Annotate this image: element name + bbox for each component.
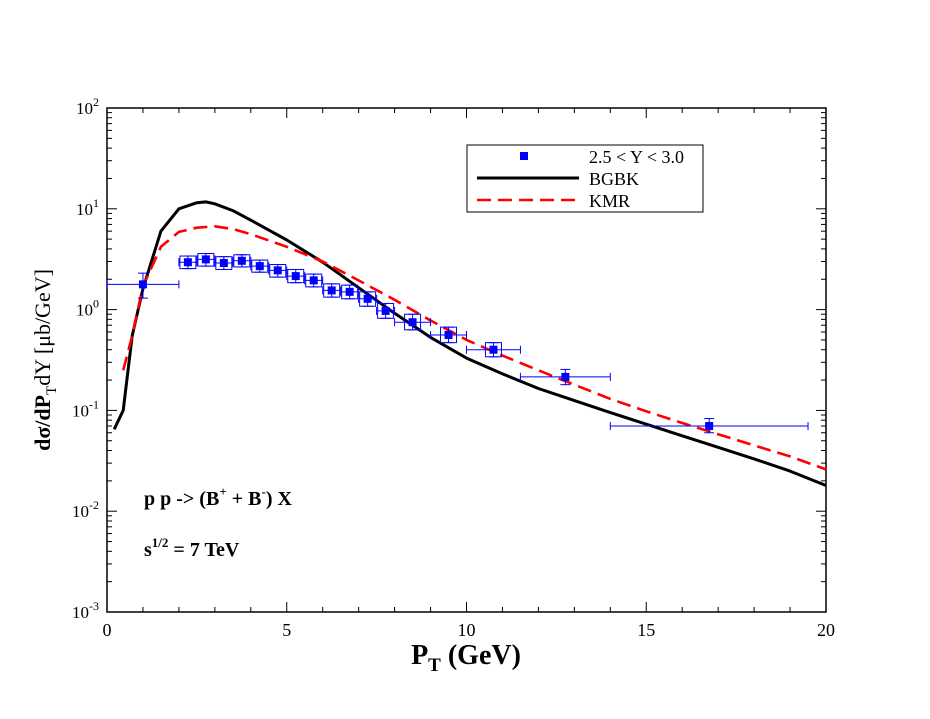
- process-annotation: p p -> (B+ + B-) X: [144, 484, 292, 510]
- point-marker: [705, 422, 714, 431]
- point-marker: [201, 255, 210, 264]
- process-c: ) X: [266, 488, 293, 510]
- process-sup1: +: [219, 484, 226, 499]
- y-tick-label-base: 10: [72, 603, 89, 622]
- energy-b: = 7 TeV: [168, 539, 239, 561]
- point-marker: [138, 280, 147, 289]
- y-tick-label-base: 10: [72, 502, 89, 521]
- point-marker: [291, 272, 300, 281]
- point-marker: [345, 287, 354, 296]
- x-axis-title-rest: (GeV): [441, 640, 521, 671]
- y-tick-label: 10-2: [72, 498, 99, 521]
- data-point: [214, 256, 234, 270]
- x-axis-title-sub: T: [428, 655, 441, 676]
- x-tick-label: 0: [103, 620, 112, 640]
- data-point: [178, 255, 198, 270]
- y-tick-label-exp: 1: [93, 196, 99, 210]
- point-marker: [363, 294, 372, 303]
- data-point: [358, 291, 378, 307]
- x-axis-title-main: P: [411, 640, 428, 671]
- curves: [112, 200, 827, 487]
- data-point: [268, 264, 288, 278]
- energy-annotation: s1/2 = 7 TeV: [144, 535, 240, 561]
- data-point: [286, 268, 306, 284]
- y-axis-title-a: dσ/dP: [30, 395, 55, 451]
- data-point: [196, 253, 216, 267]
- x-tick-label: 10: [458, 620, 476, 640]
- y-tick-label-base: 10: [72, 401, 89, 420]
- axis-ticks: [106, 107, 827, 613]
- process-a: p p -> (B: [144, 488, 219, 510]
- point-marker: [237, 256, 246, 265]
- y-tick-label-base: 10: [76, 99, 93, 118]
- data-point: [519, 368, 611, 386]
- data-point: [340, 284, 360, 300]
- data-point: [430, 326, 467, 344]
- point-marker: [408, 318, 417, 327]
- point-marker: [489, 345, 498, 354]
- data-point: [394, 313, 432, 331]
- data-point: [322, 283, 342, 298]
- y-tick-label-exp: -1: [89, 397, 99, 411]
- data-point: [250, 259, 270, 273]
- process-sup2: -: [261, 484, 265, 499]
- point-marker: [309, 276, 318, 285]
- curve-bgbk: [112, 200, 827, 487]
- y-tick-label-base: 10: [76, 301, 93, 320]
- point-marker: [255, 262, 264, 271]
- x-tick-labels: 0 5 10 15 20: [103, 620, 836, 640]
- data-point: [232, 254, 252, 268]
- point-marker: [273, 266, 282, 275]
- point-marker: [381, 306, 390, 315]
- energy-a: s: [144, 539, 152, 561]
- point-marker: [561, 372, 570, 381]
- data-point: [376, 302, 396, 319]
- data-points: [106, 253, 809, 434]
- y-axis-title: dσ/dPTdY [μb/GeV]: [30, 269, 60, 451]
- y-tick-label-exp: 0: [93, 297, 99, 311]
- data-point: [609, 418, 809, 434]
- x-tick-label: 15: [637, 620, 655, 640]
- y-tick-label-base: 10: [76, 200, 93, 219]
- x-tick-label: 20: [817, 620, 835, 640]
- point-marker: [219, 258, 228, 267]
- data-point: [106, 272, 180, 299]
- energy-sup: 1/2: [152, 535, 169, 550]
- data-point: [466, 342, 521, 358]
- point-marker: [183, 258, 192, 267]
- legend-label-bgbk: BGBK: [589, 169, 639, 189]
- point-marker: [327, 286, 336, 295]
- y-tick-label: 100: [76, 297, 99, 320]
- legend-label-data: 2.5 < Y < 3.0: [589, 147, 684, 167]
- y-tick-label: 10-1: [72, 397, 99, 420]
- y-tick-label-exp: -3: [89, 599, 99, 613]
- point-marker: [444, 330, 453, 339]
- legend-marker-data: [520, 152, 528, 160]
- x-tick-label: 5: [282, 620, 291, 640]
- y-axis-title-sub: T: [44, 386, 60, 395]
- legend: 2.5 < Y < 3.0 BGBK KMR: [466, 144, 704, 213]
- legend-label-kmr: KMR: [589, 191, 630, 211]
- y-axis-title-c: dY [μb/GeV]: [30, 269, 55, 386]
- y-tick-label: 102: [76, 95, 99, 118]
- data-point: [304, 273, 324, 288]
- y-tick-label-exp: 2: [93, 95, 99, 109]
- x-axis-title: PT (GeV): [411, 640, 521, 676]
- y-tick-label: 101: [76, 196, 99, 219]
- y-tick-label-exp: -2: [89, 498, 99, 512]
- curve-kmr: [121, 225, 827, 471]
- y-tick-label: 10-3: [72, 599, 99, 622]
- process-b: + B: [227, 488, 262, 510]
